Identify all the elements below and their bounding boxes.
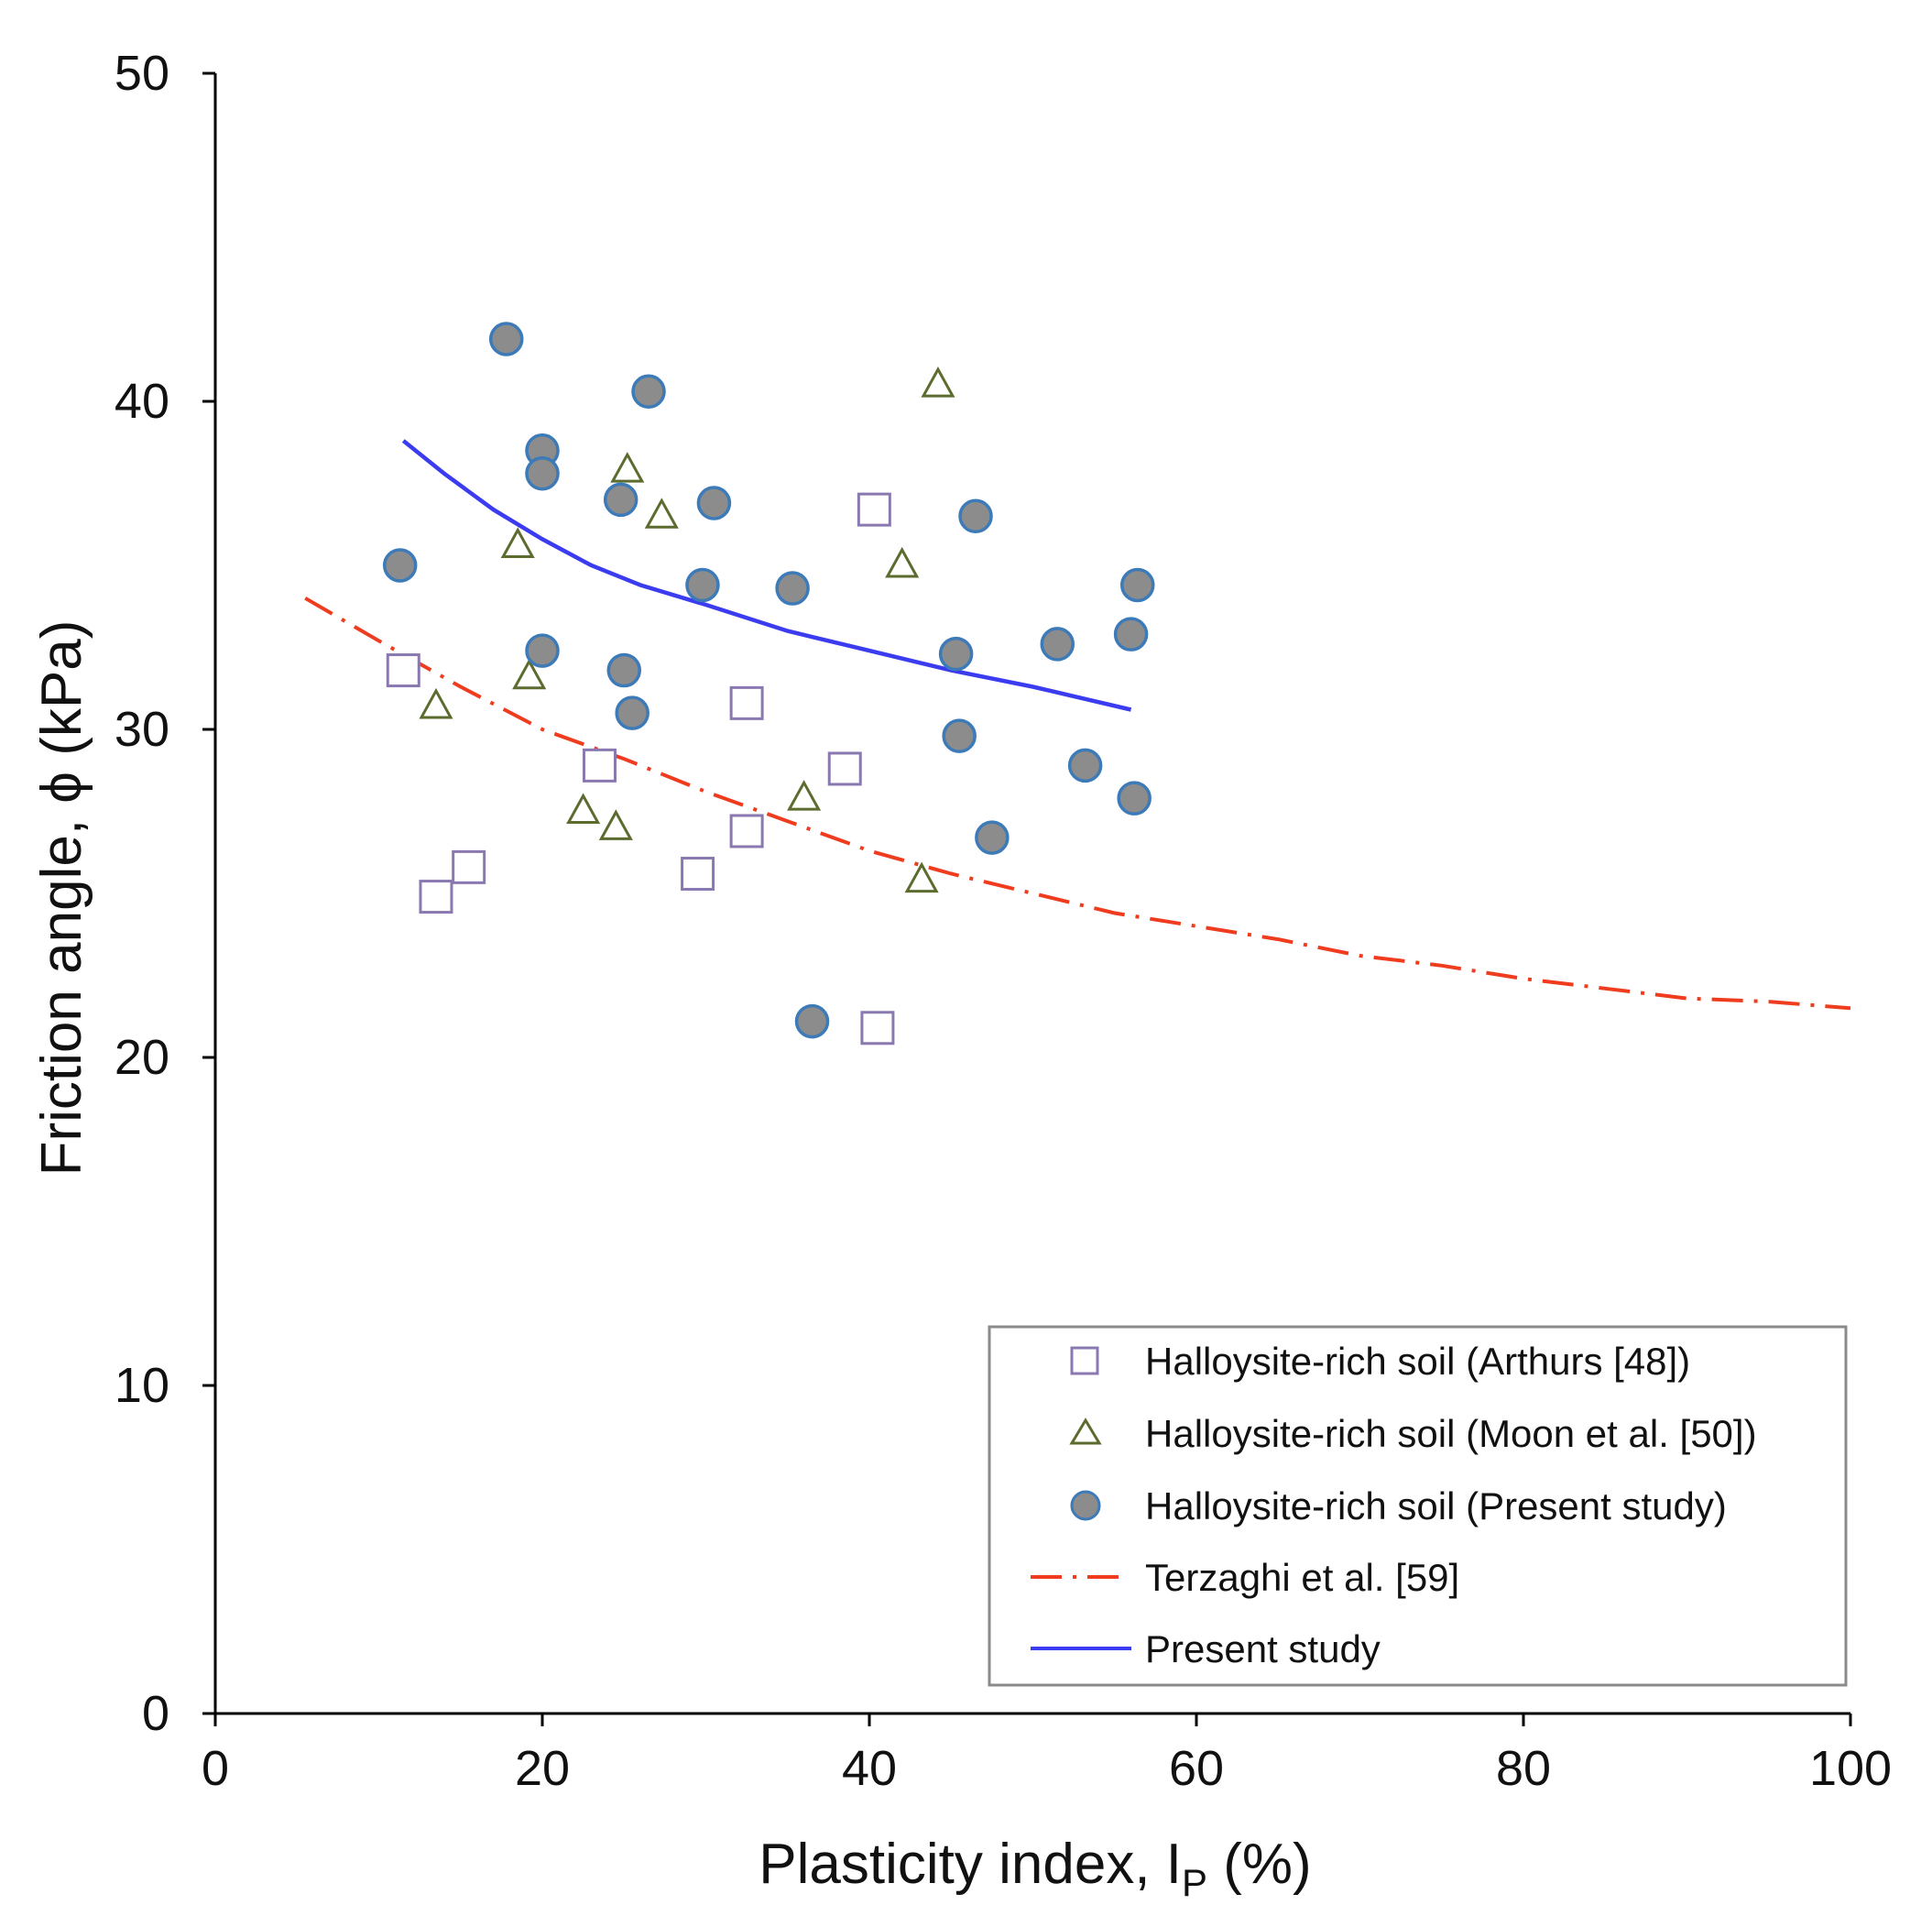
legend-item-present-data: Halloysite-rich soil (Present study) bbox=[1070, 1484, 1727, 1527]
legend-item-present-study: Present study bbox=[1031, 1627, 1381, 1670]
present-study-point bbox=[1117, 781, 1152, 816]
present-study-point bbox=[938, 636, 974, 672]
legend: Halloysite-rich soil (Arthurs [48]) Hall… bbox=[988, 1325, 1848, 1687]
present-study-curve bbox=[401, 439, 1132, 712]
square-marker-icon bbox=[1070, 1346, 1099, 1375]
present-study-point bbox=[488, 322, 524, 356]
x-tick-label: 40 bbox=[842, 1741, 897, 1796]
y-tick-label: 20 bbox=[115, 1030, 169, 1085]
present-study-point bbox=[1067, 748, 1103, 783]
arthurs-point bbox=[681, 857, 715, 892]
x-tick-label: 60 bbox=[1169, 1741, 1224, 1796]
arthurs-point bbox=[452, 849, 486, 884]
present-study-point bbox=[631, 374, 666, 410]
present-study-point bbox=[958, 498, 993, 534]
terzaghi-curve bbox=[304, 597, 1851, 1011]
moon-point bbox=[512, 658, 547, 690]
x-axis-title: Plasticity index, IP (%) bbox=[759, 1833, 1311, 1904]
legend-label: Present study bbox=[1145, 1627, 1381, 1670]
legend-box bbox=[988, 1325, 1848, 1687]
arthurs-point bbox=[827, 751, 862, 786]
y-tick-label: 10 bbox=[115, 1358, 169, 1413]
present-study-point bbox=[1113, 617, 1149, 651]
present-study-point bbox=[1040, 627, 1075, 662]
legend-item-moon: Halloysite-rich soil (Moon et al. [50]) bbox=[1069, 1412, 1757, 1455]
moon-point bbox=[419, 687, 453, 719]
arthurs-point bbox=[419, 880, 453, 914]
legend-label: Halloysite-rich soil (Arthurs [48]) bbox=[1145, 1340, 1690, 1383]
moon-point bbox=[921, 366, 955, 398]
present-study-point bbox=[942, 718, 977, 753]
y-tick-label: 0 bbox=[142, 1686, 169, 1741]
legend-item-terzaghi: Terzaghi et al. [59] bbox=[1031, 1556, 1459, 1599]
present-study-point bbox=[794, 1003, 830, 1039]
present-study-point bbox=[603, 482, 639, 518]
arthurs-point bbox=[860, 1011, 895, 1046]
present-study-point bbox=[685, 567, 720, 603]
y-tick-label: 40 bbox=[115, 374, 169, 429]
moon-point bbox=[566, 793, 601, 824]
legend-label: Halloysite-rich soil (Present study) bbox=[1145, 1484, 1727, 1527]
present-study-point bbox=[525, 633, 560, 668]
present-study-point bbox=[1119, 567, 1155, 603]
y-tick-label: 30 bbox=[115, 702, 169, 757]
present-study-point bbox=[696, 486, 732, 520]
moon-point bbox=[885, 546, 920, 578]
arthurs-point bbox=[582, 748, 617, 783]
axes: 0 20 40 60 80 100 0 10 20 30 40 50 bbox=[115, 46, 1892, 1796]
y-tick-label: 50 bbox=[115, 46, 169, 101]
present-study-point bbox=[975, 820, 1010, 855]
present-study-point bbox=[615, 695, 649, 730]
moon-point bbox=[500, 527, 535, 559]
x-tick-label: 80 bbox=[1496, 1741, 1551, 1796]
legend-item-arthurs: Halloysite-rich soil (Arthurs [48]) bbox=[1070, 1340, 1690, 1383]
x-tick-label: 100 bbox=[1809, 1741, 1892, 1796]
moon-point bbox=[610, 452, 645, 483]
arthurs-point bbox=[857, 492, 891, 527]
x-tick-label: 20 bbox=[515, 1741, 570, 1796]
moon-point bbox=[904, 861, 939, 893]
y-axis-title: Friction angle, ϕ (kPa) bbox=[30, 620, 93, 1177]
moon-point bbox=[598, 809, 633, 840]
circle-marker-icon bbox=[1070, 1490, 1101, 1521]
arthurs-point bbox=[386, 653, 420, 688]
arthurs-point bbox=[729, 814, 764, 849]
moon-point bbox=[644, 498, 679, 529]
present-study-point bbox=[525, 456, 560, 491]
present-study-point bbox=[606, 652, 641, 688]
moon-point bbox=[787, 780, 822, 811]
legend-label: Terzaghi et al. [59] bbox=[1145, 1556, 1459, 1599]
present-study-point bbox=[382, 548, 418, 583]
triangle-marker-icon bbox=[1069, 1418, 1102, 1445]
present-study-point bbox=[775, 571, 810, 606]
legend-label: Halloysite-rich soil (Moon et al. [50]) bbox=[1145, 1412, 1757, 1455]
x-tick-label: 0 bbox=[202, 1741, 229, 1796]
plot-area bbox=[304, 322, 1851, 1046]
arthurs-point bbox=[729, 685, 764, 720]
